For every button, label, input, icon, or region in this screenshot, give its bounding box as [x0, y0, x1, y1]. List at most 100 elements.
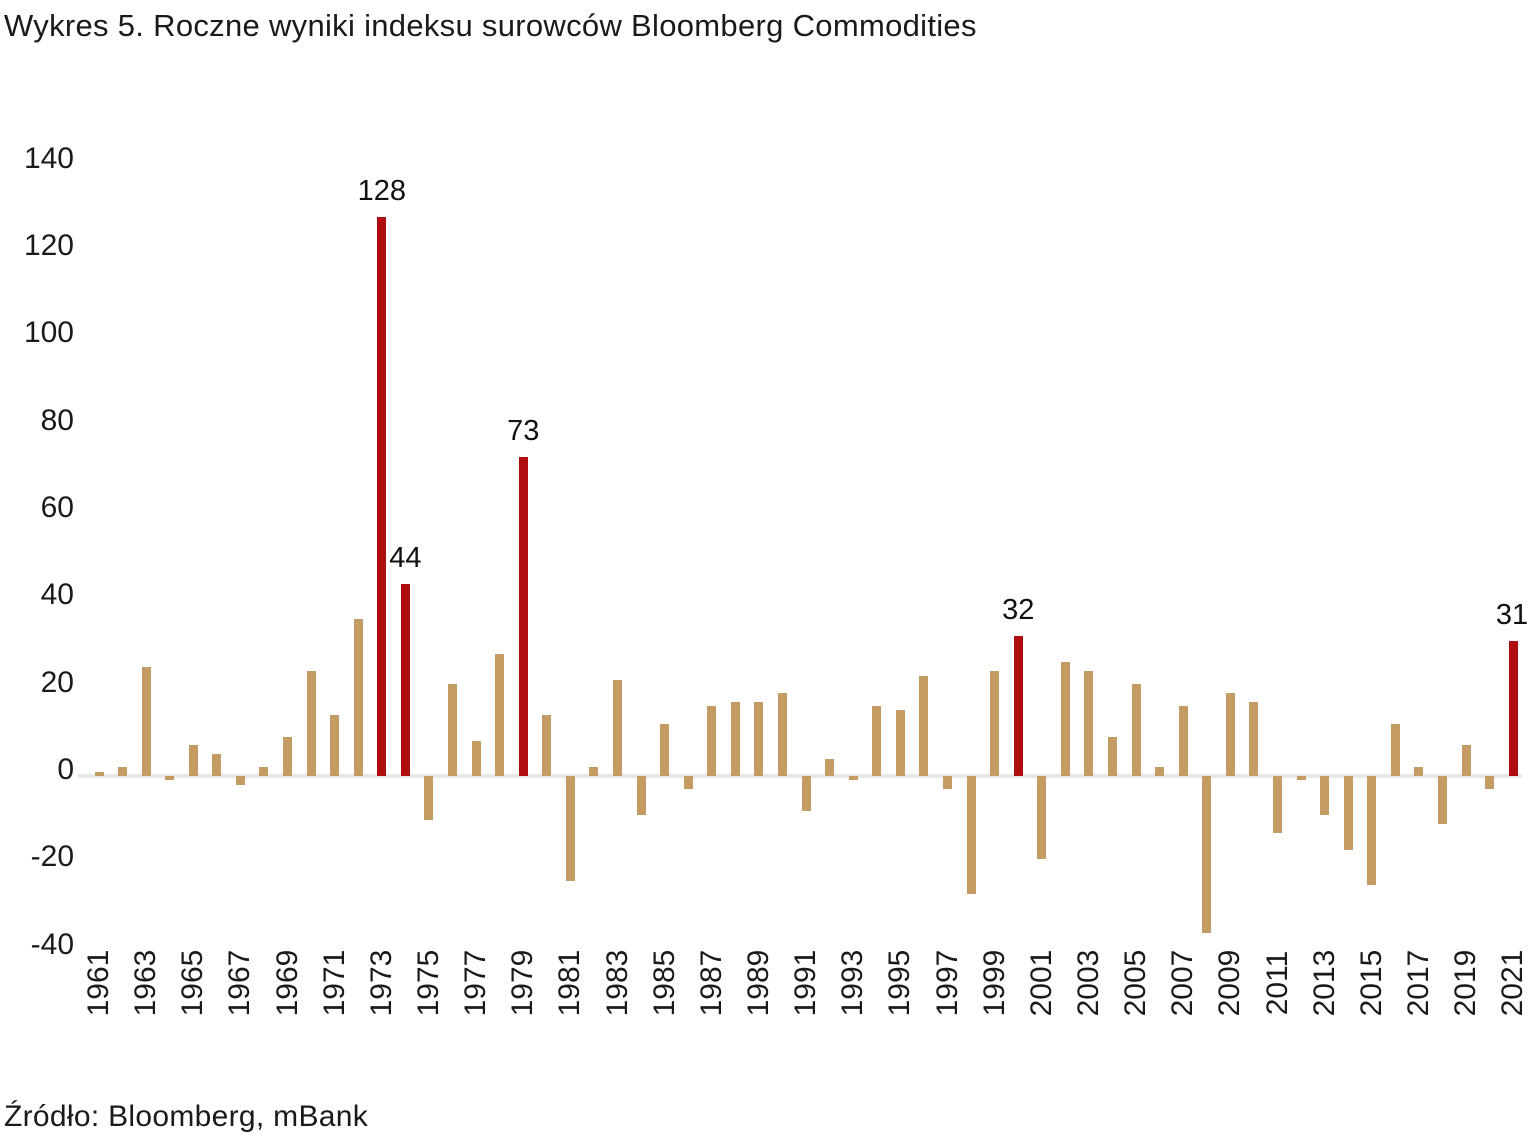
bar-1986 [683, 776, 693, 790]
bar-1977 [471, 741, 481, 776]
bar-1983 [613, 679, 623, 776]
y-tick-label-140: 140 [23, 141, 74, 175]
bar-2005 [1131, 684, 1141, 776]
bar-1995 [895, 710, 905, 776]
bar-value-label-2021: 31 [1495, 598, 1529, 631]
x-tick-label-1987: 1987 [694, 949, 728, 1017]
bar-1982 [589, 767, 599, 776]
x-tick-label-2019: 2019 [1449, 949, 1483, 1017]
x-tick-label-1967: 1967 [223, 949, 257, 1017]
bar-2018 [1437, 776, 1447, 825]
x-tick-label-1979: 1979 [506, 949, 540, 1017]
bar-1963 [141, 666, 151, 776]
bar-2001 [1037, 776, 1047, 859]
bar-1989 [754, 701, 764, 776]
x-tick-label-2011: 2011 [1260, 950, 1294, 1016]
bar-2006 [1155, 767, 1165, 776]
x-tick-label-1965: 1965 [176, 949, 210, 1017]
bar-2008 [1202, 776, 1212, 934]
y-tick-label-120: 120 [23, 228, 74, 262]
bar-1991 [801, 776, 811, 811]
bar-2003 [1084, 671, 1094, 776]
bar-1962 [118, 767, 128, 776]
x-tick-label-2009: 2009 [1213, 949, 1247, 1017]
bar-1972 [353, 618, 363, 776]
x-tick-label-1989: 1989 [741, 949, 775, 1017]
x-tick-label-2017: 2017 [1401, 949, 1435, 1017]
bar-2015 [1367, 776, 1377, 886]
bar-value-label-2000: 32 [1002, 594, 1035, 627]
bar-2013 [1320, 776, 1330, 816]
x-tick-label-1983: 1983 [600, 949, 634, 1017]
bar-2012 [1296, 776, 1306, 781]
bar-2011 [1273, 776, 1282, 833]
bar-1993 [848, 776, 858, 781]
bar-1965 [188, 745, 198, 776]
x-tick-label-1999: 1999 [977, 949, 1011, 1017]
bar-2020 [1485, 776, 1495, 790]
bar-2009 [1225, 693, 1235, 776]
bar-2000 [1013, 636, 1023, 776]
x-tick-label-1981: 1981 [553, 949, 587, 1017]
bar-2017 [1414, 767, 1424, 776]
bar-2002 [1060, 662, 1070, 776]
bar-1985 [660, 723, 670, 776]
y-tick-label-60: 60 [40, 490, 74, 524]
bar-1988 [730, 701, 740, 776]
bar-1971 [330, 714, 340, 776]
x-tick-label-2021: 2021 [1496, 949, 1530, 1017]
chart-title: Wykres 5. Roczne wyniki indeksu surowców… [4, 8, 977, 43]
bar-1974 [400, 583, 410, 776]
y-tick-label-80: 80 [40, 403, 74, 437]
x-tick-label-1969: 1969 [270, 949, 304, 1017]
x-tick-label-1973: 1973 [364, 949, 398, 1017]
x-tick-label-1995: 1995 [883, 949, 917, 1017]
x-tick-label-1977: 1977 [459, 949, 493, 1017]
bar-1964 [165, 776, 175, 781]
y-tick-label--40: -40 [30, 927, 74, 961]
x-tick-label-1961: 1961 [82, 949, 115, 1017]
y-tick-label--20: -20 [30, 840, 74, 874]
bar-2007 [1178, 706, 1188, 776]
x-tick-label-2003: 2003 [1071, 949, 1105, 1017]
bar-1987 [707, 706, 717, 776]
bar-1978 [495, 653, 505, 776]
bar-1970 [306, 671, 316, 776]
bar-2014 [1343, 776, 1353, 851]
bar-value-label-1974: 44 [389, 541, 422, 574]
y-tick-label-0: 0 [57, 753, 74, 786]
bar-2016 [1390, 723, 1400, 776]
bar-2019 [1461, 745, 1471, 776]
bar-1973 [377, 217, 387, 776]
bar-1981 [565, 776, 575, 881]
x-tick-label-1991: 1991 [789, 949, 823, 1017]
x-tick-label-2005: 2005 [1119, 949, 1153, 1017]
x-tick-label-2007: 2007 [1166, 949, 1200, 1017]
y-tick-label-20: 20 [40, 665, 74, 699]
bar-1980 [542, 714, 552, 776]
bar-1999 [990, 671, 1000, 776]
x-tick-label-2013: 2013 [1307, 949, 1341, 1017]
bar-1984 [636, 776, 646, 816]
bar-2004 [1108, 736, 1117, 776]
x-tick-label-1975: 1975 [411, 949, 445, 1017]
x-tick-label-1971: 1971 [317, 949, 351, 1017]
bar-1979 [518, 457, 528, 776]
x-tick-label-1985: 1985 [647, 949, 681, 1017]
bar-1992 [825, 758, 835, 776]
bar-1961 [94, 771, 104, 776]
bar-1966 [212, 754, 222, 776]
bar-1975 [424, 776, 434, 820]
y-tick-label-40: 40 [40, 578, 74, 612]
bar-1997 [943, 776, 953, 790]
x-tick-label-1997: 1997 [930, 949, 964, 1017]
source-caption: Źródło: Bloomberg, mBank [4, 1100, 369, 1133]
bar-1969 [283, 736, 293, 776]
bar-value-label-1979: 73 [507, 415, 540, 448]
bar-1996 [919, 675, 929, 776]
bar-1968 [259, 767, 269, 776]
x-tick-label-1963: 1963 [129, 949, 163, 1017]
bar-value-label-1973: 128 [357, 175, 407, 208]
x-axis-zero-line [78, 774, 1522, 778]
